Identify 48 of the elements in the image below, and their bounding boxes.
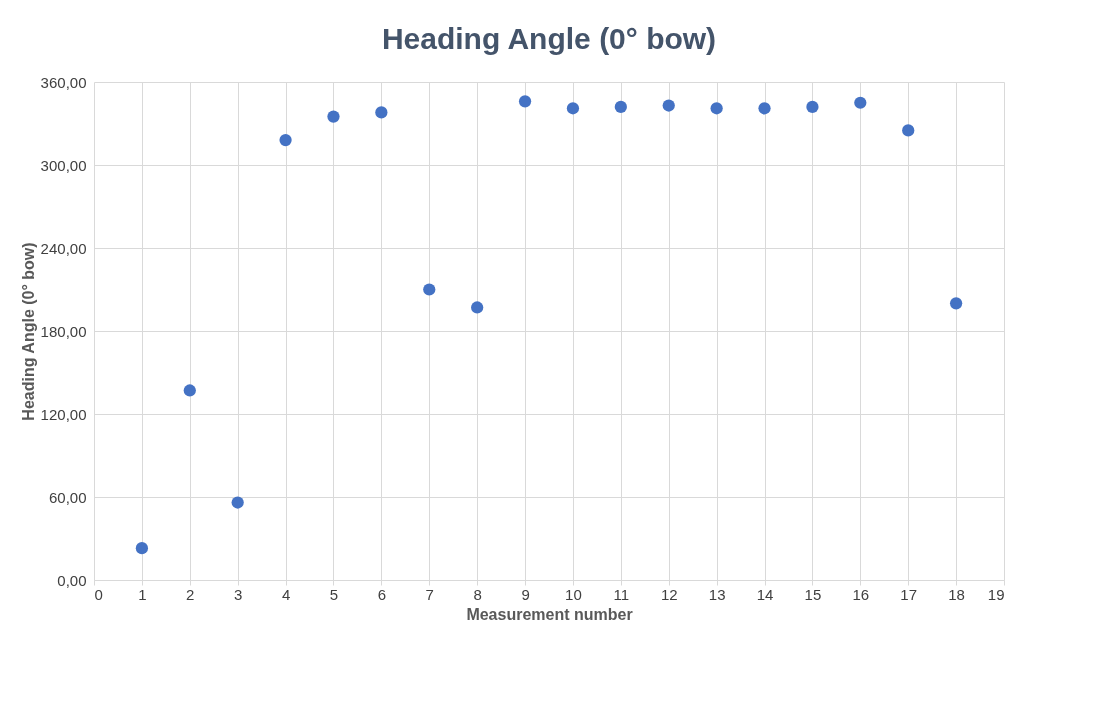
x-tick-label: 4	[281, 585, 291, 603]
y-tick-label: 60,00	[48, 488, 87, 506]
y-tick-label: 120,00	[40, 405, 87, 423]
x-tick-label: 13	[708, 585, 726, 603]
point	[566, 102, 580, 115]
point	[710, 102, 723, 115]
point	[854, 96, 867, 109]
x-tick-label: 8	[473, 585, 482, 603]
x-tick-label: 5	[329, 585, 339, 603]
point	[902, 124, 915, 137]
point	[949, 297, 963, 310]
point	[614, 100, 627, 114]
x-tick-label: 9	[521, 585, 530, 603]
x-tick-label: 7	[425, 585, 434, 603]
point	[375, 106, 388, 119]
point	[518, 95, 532, 108]
point	[662, 99, 675, 112]
point	[279, 133, 292, 147]
x-tick-label: 0	[94, 585, 103, 603]
x-tick-label: 19	[987, 585, 1005, 603]
point	[327, 110, 340, 123]
x-tick-label: 15	[804, 585, 822, 603]
point	[806, 100, 819, 114]
x-tick-label: 3	[234, 585, 243, 603]
x-tick-label: 14	[756, 585, 774, 603]
x-tick-label: 6	[377, 585, 387, 603]
x-tick-label: 11	[613, 585, 630, 603]
point	[471, 301, 484, 314]
point	[183, 384, 196, 397]
x-tick-label: 17	[900, 585, 918, 603]
point	[758, 102, 771, 115]
x-tick-label: 2	[186, 585, 195, 603]
x-tick-label: 18	[948, 585, 965, 603]
y-tick-label: 180,00	[40, 322, 87, 340]
x-tick-label: 10	[565, 585, 582, 603]
point	[135, 542, 149, 555]
x-tick-label: 12	[660, 585, 678, 603]
y-tick-label: 300,00	[40, 156, 87, 174]
point	[423, 283, 436, 296]
y-tick-label: 240,00	[40, 239, 87, 257]
chart-title: Heading Angle (0° bow)	[381, 22, 717, 55]
y-axis-title: Heading Angle (0° bow)	[19, 242, 37, 421]
x-tick-label: 1	[138, 585, 147, 603]
point	[231, 496, 244, 509]
x-tick-label: 16	[852, 585, 870, 603]
y-tick-label: 0,00	[57, 571, 87, 589]
x-axis-title: Measurement number	[466, 605, 633, 623]
y-tick-label: 360,00	[40, 73, 87, 91]
